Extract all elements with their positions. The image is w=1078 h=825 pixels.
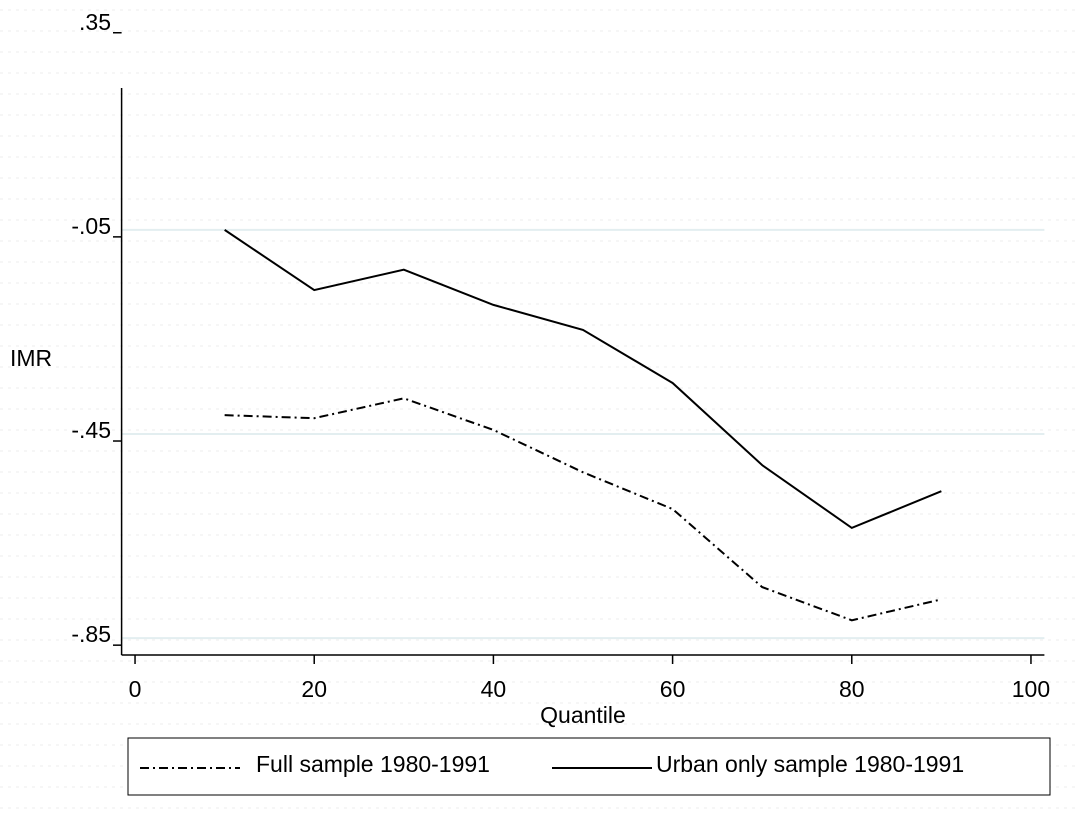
- y-tick-label: .35: [79, 9, 111, 35]
- y-tick-label: -.05: [71, 213, 111, 239]
- series-line: [224, 397, 942, 622]
- x-tick-label: 20: [301, 676, 327, 702]
- x-axis-title: Quantile: [540, 702, 626, 728]
- y-axis-title: IMR: [10, 345, 52, 371]
- series-line: [224, 229, 942, 530]
- legend-box: [127, 737, 1051, 796]
- legend-label: Full sample 1980-1991: [256, 751, 490, 777]
- x-tick-label: 60: [660, 676, 686, 702]
- x-tick-label: 100: [1012, 676, 1050, 702]
- y-tick-label: -.45: [71, 417, 111, 443]
- x-tick-label: 40: [481, 676, 507, 702]
- x-tick-label: 80: [839, 676, 865, 702]
- x-tick-label: 0: [129, 676, 142, 702]
- legend-label: Urban only sample 1980-1991: [656, 751, 964, 777]
- y-tick-label: -.85: [71, 621, 111, 647]
